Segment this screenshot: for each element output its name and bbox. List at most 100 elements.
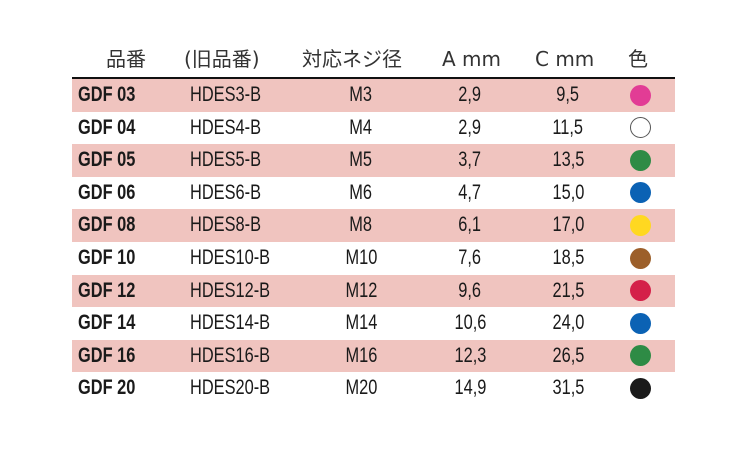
old-part-number-cell-text: HDES4-B	[190, 115, 262, 139]
old-part-number-cell: HDES6-B	[190, 177, 281, 210]
part-number-cell-text: GDF 06	[78, 180, 136, 204]
thread-size-cell-text: M5	[349, 148, 373, 172]
a-mm-cell: 10,6	[410, 307, 530, 340]
thread-size-cell: M12	[301, 275, 421, 308]
c-mm-cell-text: 15,0	[552, 180, 584, 204]
a-mm-cell-text: 3,7	[458, 148, 482, 172]
table-row: GDF 03 HDES3-B M3 2,9 9,5	[72, 79, 675, 112]
c-mm-cell-text: 18,5	[552, 246, 584, 269]
a-mm-cell: 2,9	[410, 112, 530, 145]
part-number-cell: GDF 03	[78, 79, 152, 112]
table-row: GDF 16 HDES16-B M16 12,3 26,5	[72, 339, 675, 373]
c-mm-cell: 13,5	[508, 144, 628, 177]
part-number-cell-text: GDF 20	[78, 376, 136, 400]
table-row: GDF 10 HDES10-B M10 7,6 18,5	[72, 242, 675, 275]
old-part-number-cell: HDES3-B	[190, 79, 281, 112]
c-mm-cell: 18,5	[508, 242, 628, 275]
old-part-number-cell-text: HDES5-B	[190, 148, 262, 172]
part-number-cell-text: GDF 08	[78, 213, 136, 237]
old-part-number-cell-text: HDES8-B	[190, 213, 262, 237]
table-row: GDF 04 HDES4-B M4 2,9 11,5	[72, 112, 675, 145]
c-mm-cell: 17,0	[508, 209, 628, 242]
old-part-number-cell: HDES4-B	[190, 112, 281, 145]
a-mm-cell: 9,6	[410, 275, 530, 308]
thread-size-cell-text: M20	[345, 376, 377, 400]
thread-size-cell: M5	[301, 144, 421, 177]
c-mm-cell: 26,5	[508, 340, 628, 373]
thread-size-cell: M3	[301, 79, 421, 112]
part-number-cell: GDF 06	[78, 177, 152, 210]
thread-size-cell: M6	[301, 177, 421, 210]
c-mm-cell: 31,5	[508, 372, 628, 405]
old-part-number-cell: HDES16-B	[190, 340, 293, 373]
thread-size-cell: M16	[301, 340, 421, 373]
c-mm-cell-text: 13,5	[552, 148, 584, 172]
part-number-cell-text: GDF 10	[78, 246, 136, 269]
c-mm-cell-text: 11,5	[552, 115, 584, 139]
c-mm-cell: 24,0	[508, 307, 628, 340]
old-part-number-cell-text: HDES3-B	[190, 83, 262, 106]
part-number-cell: GDF 10	[78, 242, 152, 275]
thread-size-cell-text: M3	[349, 83, 373, 106]
thread-size-cell-text: M10	[345, 246, 377, 269]
table-row: GDF 20 HDES20-B M20 14,9 31,5	[72, 372, 675, 405]
part-number-cell-text: GDF 14	[78, 311, 136, 335]
thread-size-cell: M20	[301, 372, 421, 405]
part-number-cell-text: GDF 12	[78, 278, 136, 302]
a-mm-cell-text: 6,1	[458, 213, 482, 237]
c-mm-cell: 15,0	[508, 177, 628, 210]
part-number-cell: GDF 04	[78, 112, 152, 145]
header-old-part-number: (旧品番)	[184, 47, 260, 71]
old-part-number-cell-text: HDES10-B	[190, 246, 271, 269]
old-part-number-cell: HDES14-B	[190, 307, 293, 340]
part-number-cell-text: GDF 03	[78, 83, 136, 106]
old-part-number-cell: HDES8-B	[190, 209, 281, 242]
old-part-number-cell-text: HDES16-B	[190, 343, 271, 367]
a-mm-cell-text: 4,7	[458, 180, 482, 204]
a-mm-cell-text: 12,3	[454, 343, 486, 367]
a-mm-cell-text: 14,9	[454, 376, 486, 400]
old-part-number-cell-text: HDES20-B	[190, 376, 271, 400]
part-number-cell: GDF 16	[78, 340, 152, 373]
part-number-cell: GDF 14	[78, 307, 152, 340]
c-mm-cell-text: 17,0	[552, 213, 584, 237]
a-mm-cell: 7,6	[410, 242, 530, 275]
c-mm-cell: 9,5	[508, 79, 628, 112]
color-swatch-icon	[630, 182, 651, 204]
c-mm-cell: 21,5	[508, 275, 628, 308]
c-mm-cell-text: 26,5	[552, 343, 584, 367]
c-mm-cell: 11,5	[508, 112, 628, 145]
color-swatch-icon	[630, 247, 651, 269]
a-mm-cell-text: 2,9	[458, 115, 482, 139]
c-mm-cell-text: 21,5	[552, 278, 584, 302]
header-color: 色	[628, 47, 648, 71]
color-swatch-icon	[630, 214, 651, 236]
thread-size-cell-text: M4	[349, 115, 373, 139]
old-part-number-cell-text: HDES14-B	[190, 311, 271, 335]
thread-size-cell-text: M12	[345, 278, 377, 302]
part-number-cell-text: GDF 04	[78, 115, 136, 139]
old-part-number-cell-text: HDES12-B	[190, 278, 271, 302]
a-mm-cell: 3,7	[410, 144, 530, 177]
thread-size-cell: M8	[301, 209, 421, 242]
thread-size-cell: M10	[301, 242, 421, 275]
color-swatch-icon	[630, 345, 651, 367]
header-divider	[72, 77, 675, 79]
table-row: GDF 14 HDES14-B M14 10,6 24,0	[72, 307, 675, 340]
a-mm-cell: 14,9	[410, 372, 530, 405]
a-mm-cell: 2,9	[410, 79, 530, 112]
header-a-mm: A mm	[442, 47, 502, 71]
part-number-cell: GDF 12	[78, 275, 152, 308]
part-number-cell: GDF 05	[78, 144, 152, 177]
part-number-cell: GDF 20	[78, 372, 152, 405]
thread-size-cell-text: M16	[345, 343, 377, 367]
color-swatch-icon	[630, 280, 651, 302]
c-mm-cell-text: 24,0	[552, 311, 584, 335]
part-number-cell-text: GDF 16	[78, 343, 136, 367]
table-row: GDF 05 HDES5-B M5 3,7 13,5	[72, 144, 675, 177]
thread-size-cell-text: M14	[345, 311, 377, 335]
part-number-cell: GDF 08	[78, 209, 152, 242]
a-mm-cell-text: 10,6	[454, 311, 486, 335]
color-swatch-icon	[630, 117, 651, 139]
color-swatch-icon	[630, 377, 651, 399]
